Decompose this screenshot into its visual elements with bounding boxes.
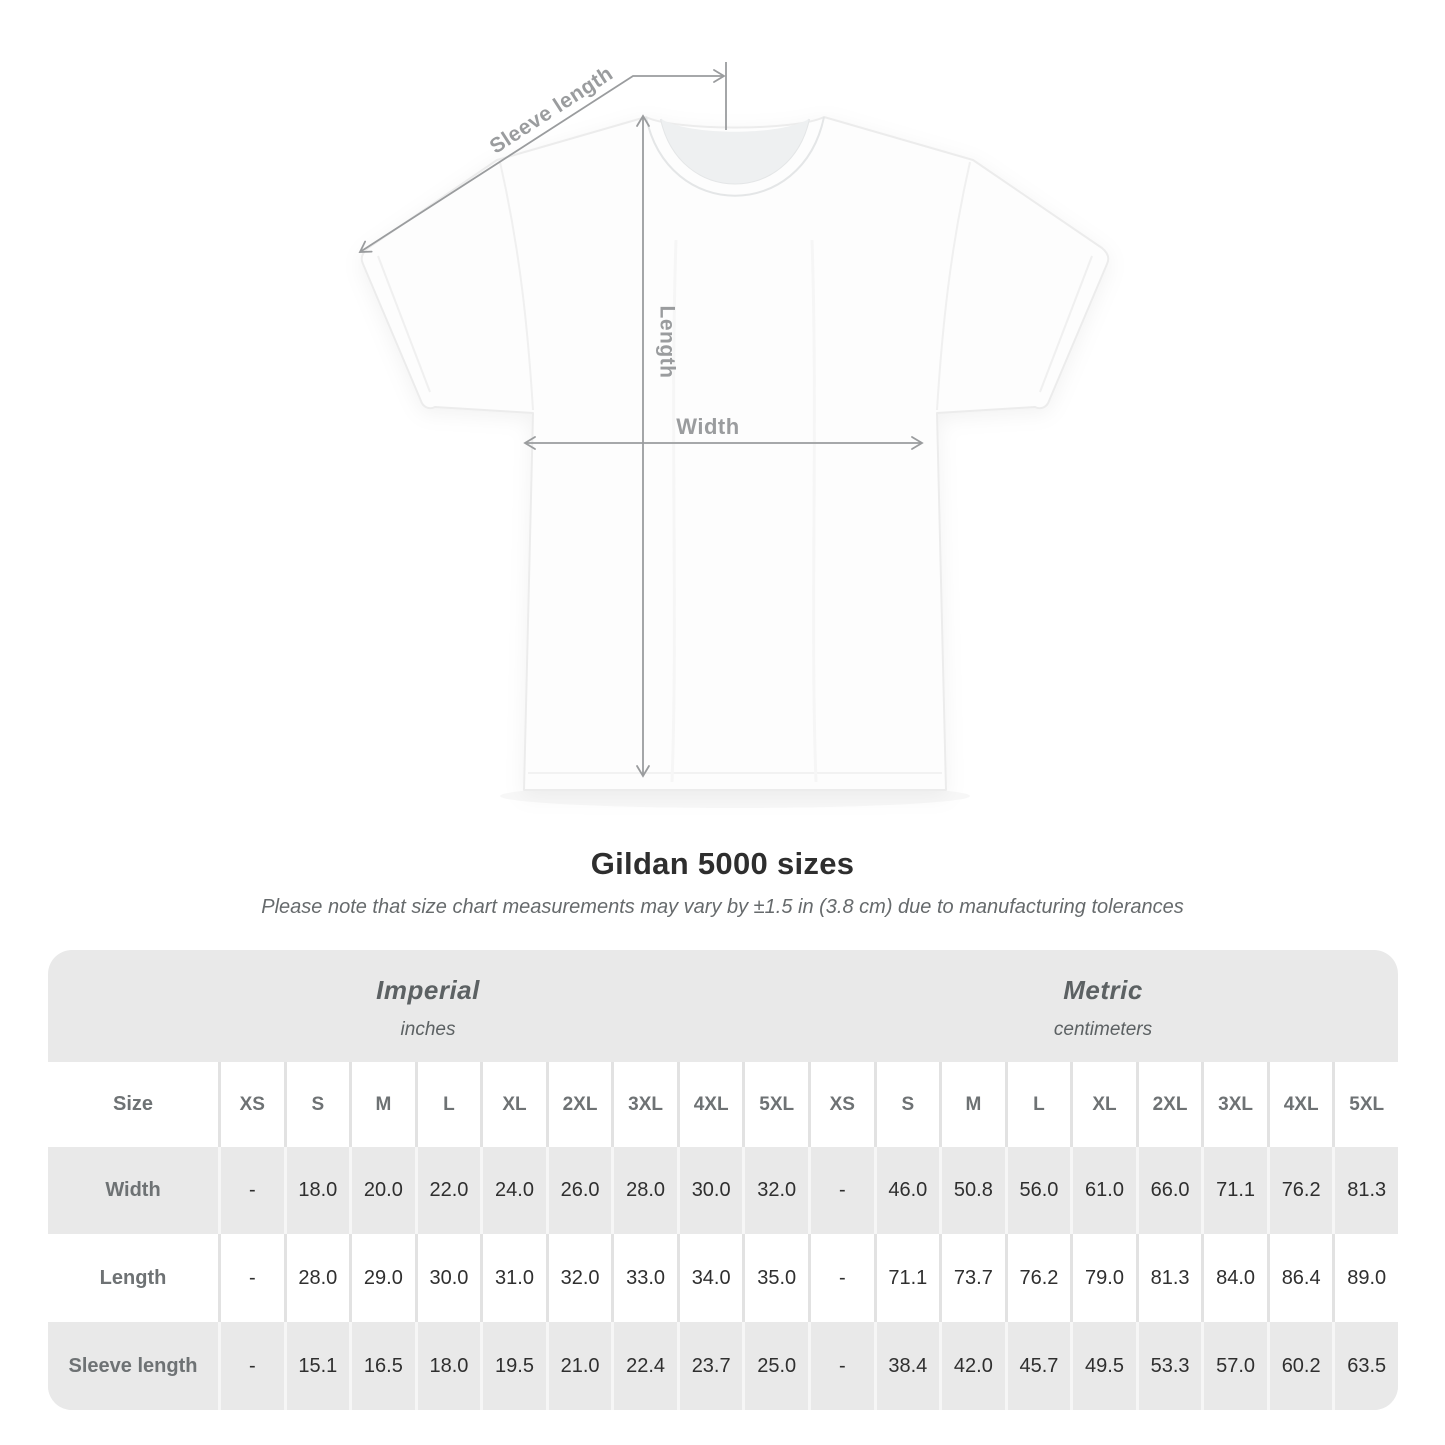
value-imperial: 29.0 [349, 1234, 415, 1322]
value-metric: - [808, 1234, 874, 1322]
value-imperial: 30.0 [676, 1147, 743, 1234]
value-imperial: 35.0 [742, 1234, 808, 1322]
value-imperial: 22.0 [414, 1147, 481, 1234]
value-metric: 45.7 [1004, 1322, 1071, 1410]
value-metric: 76.2 [1004, 1234, 1071, 1322]
value-metric: 63.5 [1332, 1322, 1398, 1410]
value-imperial: 18.0 [414, 1322, 481, 1410]
value-imperial: 33.0 [611, 1234, 677, 1322]
row-label: Width [48, 1147, 218, 1234]
value-metric: 79.0 [1070, 1234, 1136, 1322]
value-metric: 56.0 [1004, 1147, 1071, 1234]
size-header-metric: 3XL [1201, 1062, 1267, 1147]
tshirt-measurement-diagram: Sleeve length Length Width [358, 62, 1110, 791]
value-metric: 50.8 [939, 1147, 1005, 1234]
page-title: Gildan 5000 sizes [590, 846, 855, 881]
value-metric: 53.3 [1135, 1322, 1202, 1410]
value-imperial: 22.4 [611, 1322, 677, 1410]
size-header-imperial: S [283, 1062, 350, 1147]
value-imperial: 26.0 [545, 1147, 612, 1234]
value-imperial: 16.5 [349, 1322, 415, 1410]
tolerance-note: Please note that size chart measurements… [261, 896, 1184, 918]
value-imperial: 20.0 [349, 1147, 415, 1234]
value-imperial: 18.0 [283, 1147, 350, 1234]
size-header-metric: M [939, 1062, 1005, 1147]
size-header-imperial: 3XL [611, 1062, 677, 1147]
value-metric: 57.0 [1201, 1322, 1267, 1410]
value-metric: 84.0 [1201, 1234, 1267, 1322]
size-column-header: Size [48, 1062, 218, 1147]
value-imperial: - [218, 1322, 284, 1410]
value-imperial: 32.0 [742, 1147, 808, 1234]
size-header-metric: XL [1070, 1062, 1136, 1147]
value-metric: 89.0 [1332, 1234, 1398, 1322]
value-imperial: 23.7 [676, 1322, 743, 1410]
value-metric: 73.7 [939, 1234, 1005, 1322]
value-imperial: 24.0 [480, 1147, 546, 1234]
value-imperial: 34.0 [676, 1234, 743, 1322]
length-label: Length [655, 306, 678, 379]
value-metric: 86.4 [1266, 1234, 1333, 1322]
value-imperial: 15.1 [283, 1322, 350, 1410]
size-header-metric: 5XL [1332, 1062, 1398, 1147]
size-header-imperial: M [349, 1062, 415, 1147]
value-metric: 60.2 [1266, 1322, 1333, 1410]
value-metric: 46.0 [873, 1147, 940, 1234]
imperial-label: Imperial [376, 975, 480, 1005]
size-header-metric: XS [808, 1062, 874, 1147]
value-imperial: 25.0 [742, 1322, 808, 1410]
value-metric: 49.5 [1070, 1322, 1136, 1410]
value-metric: 76.2 [1266, 1147, 1333, 1234]
value-imperial: 28.0 [283, 1234, 350, 1322]
size-header-imperial: XL [480, 1062, 546, 1147]
tshirt-image [360, 116, 1110, 791]
value-imperial: 30.0 [414, 1234, 481, 1322]
size-header-imperial: XS [218, 1062, 284, 1147]
value-imperial: - [218, 1234, 284, 1322]
value-imperial: 31.0 [480, 1234, 546, 1322]
size-header-metric: 2XL [1135, 1062, 1202, 1147]
size-header-imperial: 4XL [676, 1062, 743, 1147]
size-header-metric: 4XL [1266, 1062, 1333, 1147]
value-imperial: 32.0 [545, 1234, 612, 1322]
metric-unit: centimeters [1053, 1019, 1153, 1040]
value-metric: - [808, 1322, 874, 1410]
value-imperial: 19.5 [480, 1322, 546, 1410]
row-label: Length [48, 1234, 218, 1322]
value-metric: 66.0 [1135, 1147, 1202, 1234]
size-header-imperial: L [414, 1062, 481, 1147]
row-label: Sleeve length [48, 1322, 218, 1410]
imperial-unit: inches [400, 1019, 456, 1040]
value-metric: 61.0 [1070, 1147, 1136, 1234]
metric-label: Metric [1063, 975, 1143, 1005]
value-metric: 81.3 [1135, 1234, 1202, 1322]
value-metric: - [808, 1147, 874, 1234]
value-imperial: 21.0 [545, 1322, 612, 1410]
value-imperial: 28.0 [611, 1147, 677, 1234]
value-metric: 71.1 [873, 1234, 940, 1322]
size-header-imperial: 5XL [742, 1062, 808, 1147]
value-metric: 42.0 [939, 1322, 1005, 1410]
size-header-metric: S [873, 1062, 940, 1147]
size-header-metric: L [1004, 1062, 1071, 1147]
imperial-group-header: Imperial inches [48, 950, 808, 1062]
value-imperial: - [218, 1147, 284, 1234]
size-table: Imperial inches Metric centimeters Size X… [48, 950, 1398, 1410]
value-metric: 81.3 [1332, 1147, 1398, 1234]
size-header-imperial: 2XL [545, 1062, 612, 1147]
value-metric: 71.1 [1201, 1147, 1267, 1234]
width-label: Width [676, 414, 739, 439]
value-metric: 38.4 [873, 1322, 940, 1410]
sleeve-length-arrow [358, 69, 726, 253]
metric-group-header: Metric centimeters [808, 950, 1398, 1062]
